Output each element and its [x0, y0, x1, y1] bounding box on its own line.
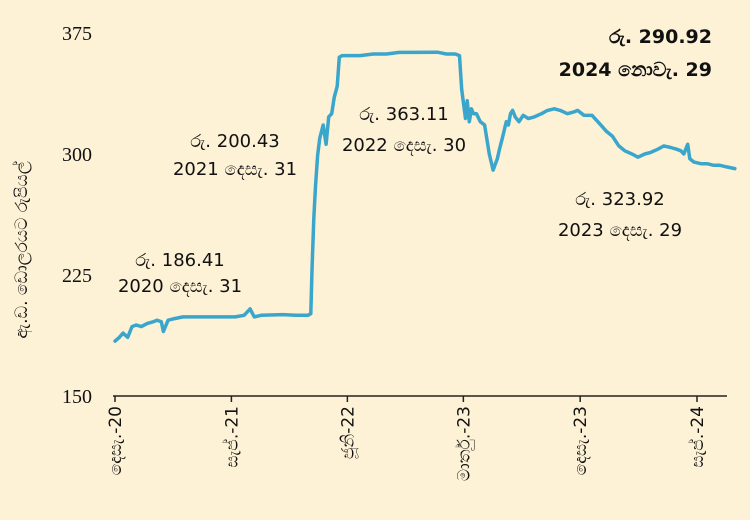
ann-2023: රු. 323.92 2023 දෙසැ. 29: [558, 189, 682, 241]
annotation-date: 2024 නොවැ. 29: [559, 59, 712, 81]
series-line: [113, 50, 737, 343]
annotation-value: රු. 363.11: [359, 104, 448, 125]
annotation-date: 2022 දෙසැ. 30: [342, 135, 466, 156]
annotation-date: 2020 දෙසැ. 31: [118, 276, 242, 297]
y-tick-label: 150: [62, 386, 92, 408]
x-tick-label: දෙසැ.-20: [106, 406, 126, 475]
ann-2021: රු. 200.43 2021 දෙසැ. 31: [173, 131, 297, 180]
x-axis: දෙසැ.-20 සැප්.-21 ජූනි-22 මාර්තු.-23 දෙසැ.-2…: [106, 395, 727, 481]
x-tick-label: සැප්.-21: [222, 406, 242, 468]
y-tick-label: 300: [62, 144, 92, 166]
ann-2024: රු. 290.92 2024 නොවැ. 29: [559, 26, 712, 81]
annotation-value: රු. 200.43: [190, 131, 279, 152]
annotations-layer: රු. 186.41 2020 දෙසැ. 31 රු. 200.43 2021 දෙ…: [118, 26, 712, 297]
series-layer: [113, 50, 737, 343]
ann-2020: රු. 186.41 2020 දෙසැ. 31: [118, 250, 242, 297]
y-tick-label: 375: [62, 23, 92, 45]
y-axis-title: ඇ.ඩ. ඩොලරයට රුපියල්: [12, 161, 33, 338]
x-tick-label: ජූනි-22: [338, 406, 358, 459]
y-tick-label: 225: [62, 265, 92, 287]
ann-2022: රු. 363.11 2022 දෙසැ. 30: [342, 104, 466, 156]
annotation-value: රු. 290.92: [609, 26, 712, 48]
y-axis-ticks: 150 225 300 375: [62, 23, 92, 408]
annotation-date: 2023 දෙසැ. 29: [558, 220, 682, 241]
x-tick-label: දෙසැ.-23: [571, 406, 591, 475]
annotation-value: රු. 323.92: [575, 189, 664, 210]
annotation-value: රු. 186.41: [135, 250, 224, 271]
x-tick-label: සැප්.-24: [688, 406, 708, 468]
x-tick-label: මාර්තු.-23: [454, 406, 474, 481]
y-axis-label: ඇ.ඩ. ඩොලරයට රුපියල්: [12, 161, 33, 338]
annotation-date: 2021 දෙසැ. 31: [173, 159, 297, 180]
